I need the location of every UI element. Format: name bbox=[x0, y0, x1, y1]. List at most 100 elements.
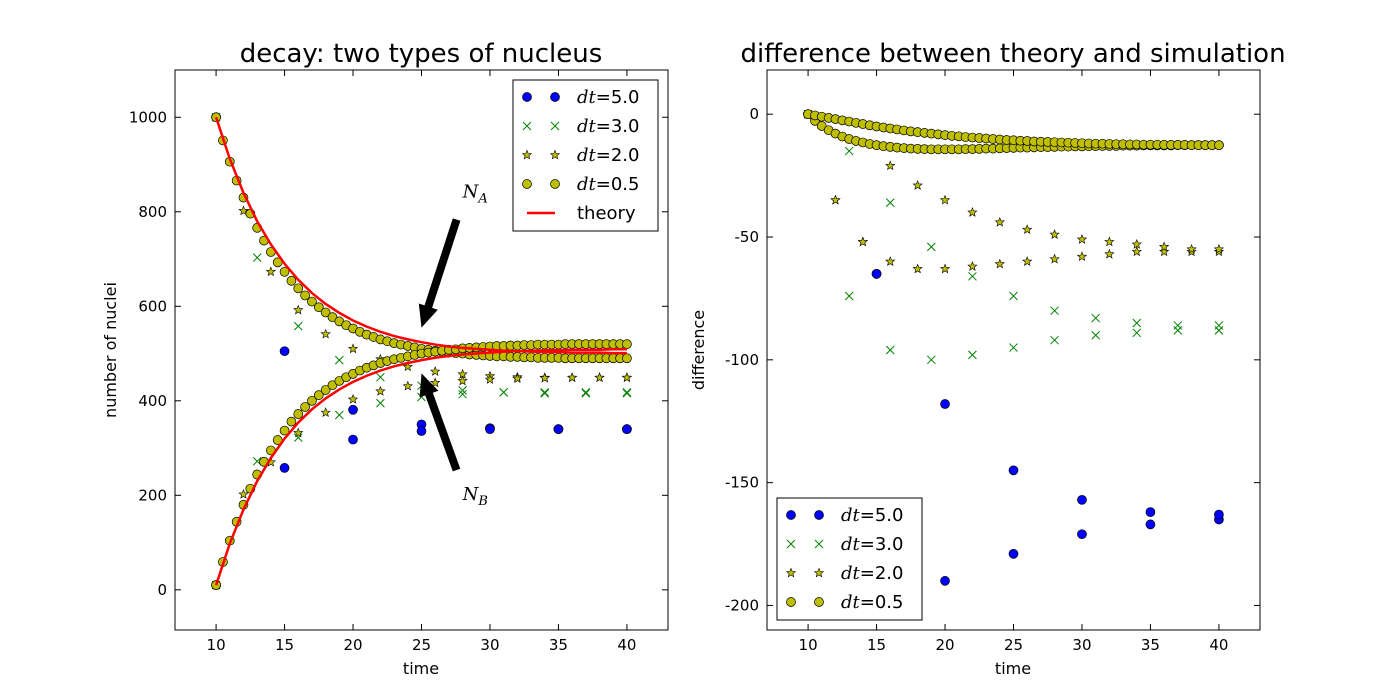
decay-chart-point-dt-0-5 bbox=[622, 339, 632, 349]
decay-chart-point-dt-2-0 bbox=[238, 205, 249, 216]
decay-chart-point-dt-0-5 bbox=[300, 402, 310, 412]
difference-chart-point-dt-2-0 bbox=[1131, 238, 1142, 249]
decay-chart-legend-swatch-dt-3-0 bbox=[522, 121, 532, 131]
difference-chart-point-dt-2-0 bbox=[1104, 236, 1115, 247]
decay-chart-legend: dt=5.0 dt=3.0 dt=2.0 dt=0.5 theory bbox=[512, 79, 659, 232]
difference-chart-point-dt-3-0 bbox=[1091, 330, 1101, 340]
decay-chart-point-dt-3-0 bbox=[622, 387, 632, 397]
decay-chart-annotations: NA NB bbox=[418, 182, 488, 509]
difference-chart-x-tick-label: 20 bbox=[935, 636, 954, 654]
difference-chart-point-dt-2-0 bbox=[830, 194, 841, 205]
decay-chart-point-dt-3-0 bbox=[252, 253, 262, 262]
difference-chart-point-dt-2-0 bbox=[1158, 241, 1170, 252]
decay-chart-point-dt-2-0 bbox=[320, 407, 331, 418]
decay-chart-legend-box bbox=[512, 79, 659, 232]
difference-chart-point-dt-3-0 bbox=[968, 271, 977, 281]
difference-chart-point-dt-5-0 bbox=[1077, 494, 1087, 505]
difference-chart-point-dt-3-0 bbox=[1132, 328, 1142, 338]
decay-chart-legend-label-theory: theory bbox=[577, 203, 636, 224]
decay-chart-point-dt-0-5 bbox=[307, 296, 317, 307]
decay-chart-point-dt-0-5 bbox=[320, 385, 331, 395]
decay-chart-point-dt-2-0 bbox=[512, 373, 523, 383]
difference-chart-frame bbox=[766, 69, 1261, 631]
difference-chart-point-dt-5-0 bbox=[1145, 507, 1156, 517]
decay-chart-legend-swatch-dt-3-0 bbox=[550, 121, 560, 131]
annotation-arrow-NA bbox=[418, 218, 461, 328]
decay-chart-point-dt-2-0 bbox=[238, 488, 249, 499]
decay-chart-y-tick-label: 800 bbox=[138, 203, 167, 221]
decay-chart-point-dt-5-0 bbox=[348, 404, 358, 415]
decay-chart-legend-swatch-dt-5-0 bbox=[522, 92, 532, 102]
decay-chart-x-tick-label: 20 bbox=[343, 636, 362, 654]
decay-chart-x-tick-label: 15 bbox=[275, 636, 294, 654]
decay-chart-point-dt-5-0 bbox=[348, 434, 358, 445]
difference-chart-y-label: difference bbox=[689, 310, 708, 390]
difference-chart-point-dt-2-0 bbox=[912, 180, 923, 190]
decay-chart-legend-swatch-dt-0-5 bbox=[522, 179, 532, 189]
difference-chart-point-dt-3-0 bbox=[926, 242, 936, 252]
difference-chart-title: difference between theory and simulation bbox=[740, 39, 1285, 69]
difference-chart-point-dt-2-0 bbox=[1022, 256, 1033, 266]
decay-chart-series-theory-line bbox=[214, 348, 627, 586]
decay-chart-point-dt-3-0 bbox=[293, 321, 303, 331]
difference-chart-point-dt-2-0 bbox=[994, 258, 1005, 269]
decay-chart-point-dt-0-5 bbox=[286, 275, 297, 286]
decay-chart-x-tick-label: 40 bbox=[617, 636, 636, 654]
decay-chart: decay: two types of nucleus 10 15 20 25 30 35… bbox=[101, 39, 669, 678]
decay-chart-title: decay: two types of nucleus bbox=[240, 39, 603, 69]
decay-chart-point-dt-0-5 bbox=[279, 266, 290, 277]
decay-chart-point-dt-0-5 bbox=[307, 395, 317, 406]
decay-chart-plot-area bbox=[210, 111, 633, 590]
difference-chart-legend-swatch-dt-0-5 bbox=[814, 597, 824, 607]
difference-chart-point-dt-3-0 bbox=[968, 350, 977, 360]
difference-chart-legend-label-dt-3-0: dt=3.0 bbox=[841, 534, 903, 555]
decay-chart-point-dt-5-0 bbox=[553, 424, 564, 435]
difference-chart-x-tick-label: 25 bbox=[1004, 636, 1023, 654]
difference-chart-legend-label-dt-2-0: dt=2.0 bbox=[841, 563, 903, 584]
decay-chart-y-tick-label: 1000 bbox=[129, 108, 167, 126]
difference-chart-point-dt-2-0 bbox=[912, 263, 923, 274]
difference-chart-point-dt-0-5 bbox=[1214, 140, 1224, 151]
decay-chart-x-tick-label: 35 bbox=[549, 636, 568, 654]
decay-chart-point-dt-2-0 bbox=[347, 393, 359, 404]
decay-chart-point-dt-3-0 bbox=[334, 410, 344, 420]
decay-chart-point-dt-5-0 bbox=[279, 346, 290, 357]
decay-chart-point-dt-2-0 bbox=[621, 372, 633, 383]
difference-chart-x-label: time bbox=[995, 659, 1031, 678]
decay-chart-legend-label-dt-5-0: dt=5.0 bbox=[577, 87, 639, 108]
decay-chart-point-dt-0-5 bbox=[293, 283, 304, 294]
decay-chart-point-dt-0-5 bbox=[300, 290, 310, 301]
difference-chart-point-dt-3-0 bbox=[1009, 343, 1018, 352]
difference-chart-legend: dt=5.0 dt=3.0 dt=2.0 dt=0.5 bbox=[776, 497, 923, 621]
decay-chart-point-dt-2-0 bbox=[293, 427, 304, 438]
decay-chart-point-dt-0-5 bbox=[293, 409, 304, 419]
decay-chart-point-dt-3-0 bbox=[458, 389, 467, 399]
decay-chart-legend-swatch-dt-2-0 bbox=[521, 149, 533, 160]
decay-chart-legend-label-dt-3-0: dt=3.0 bbox=[577, 116, 639, 137]
difference-chart-point-dt-2-0 bbox=[857, 236, 869, 247]
decay-chart-point-dt-3-0 bbox=[293, 433, 303, 443]
difference-chart-point-dt-2-0 bbox=[885, 256, 896, 266]
difference-chart-y-tick-label: -50 bbox=[735, 228, 760, 246]
difference-chart-legend-swatch-dt-5-0 bbox=[814, 510, 824, 520]
decay-chart-point-dt-5-0 bbox=[622, 424, 632, 435]
difference-chart-plot-area bbox=[802, 108, 1225, 586]
difference-chart-point-dt-2-0 bbox=[1213, 243, 1225, 254]
difference-chart-point-dt-3-0 bbox=[1091, 313, 1101, 323]
difference-chart-point-dt-2-0 bbox=[1049, 229, 1060, 239]
decay-chart-point-dt-2-0 bbox=[430, 377, 441, 388]
decay-chart-point-dt-3-0 bbox=[458, 386, 467, 395]
decay-chart-point-dt-0-5 bbox=[320, 307, 331, 318]
difference-chart-point-dt-2-0 bbox=[967, 207, 978, 217]
decay-chart-point-dt-0-5 bbox=[313, 302, 324, 313]
difference-chart-point-dt-2-0 bbox=[1158, 246, 1170, 257]
difference-chart-point-dt-3-0 bbox=[1132, 318, 1142, 328]
difference-chart-point-dt-2-0 bbox=[885, 160, 896, 171]
decay-chart-y-tick-label: 0 bbox=[157, 581, 167, 599]
decay-chart-series-theory-line bbox=[214, 116, 627, 355]
decay-chart-point-dt-2-0 bbox=[457, 375, 468, 386]
difference-chart-point-dt-3-0 bbox=[1009, 291, 1018, 301]
difference-chart-point-dt-5-0 bbox=[940, 576, 950, 586]
